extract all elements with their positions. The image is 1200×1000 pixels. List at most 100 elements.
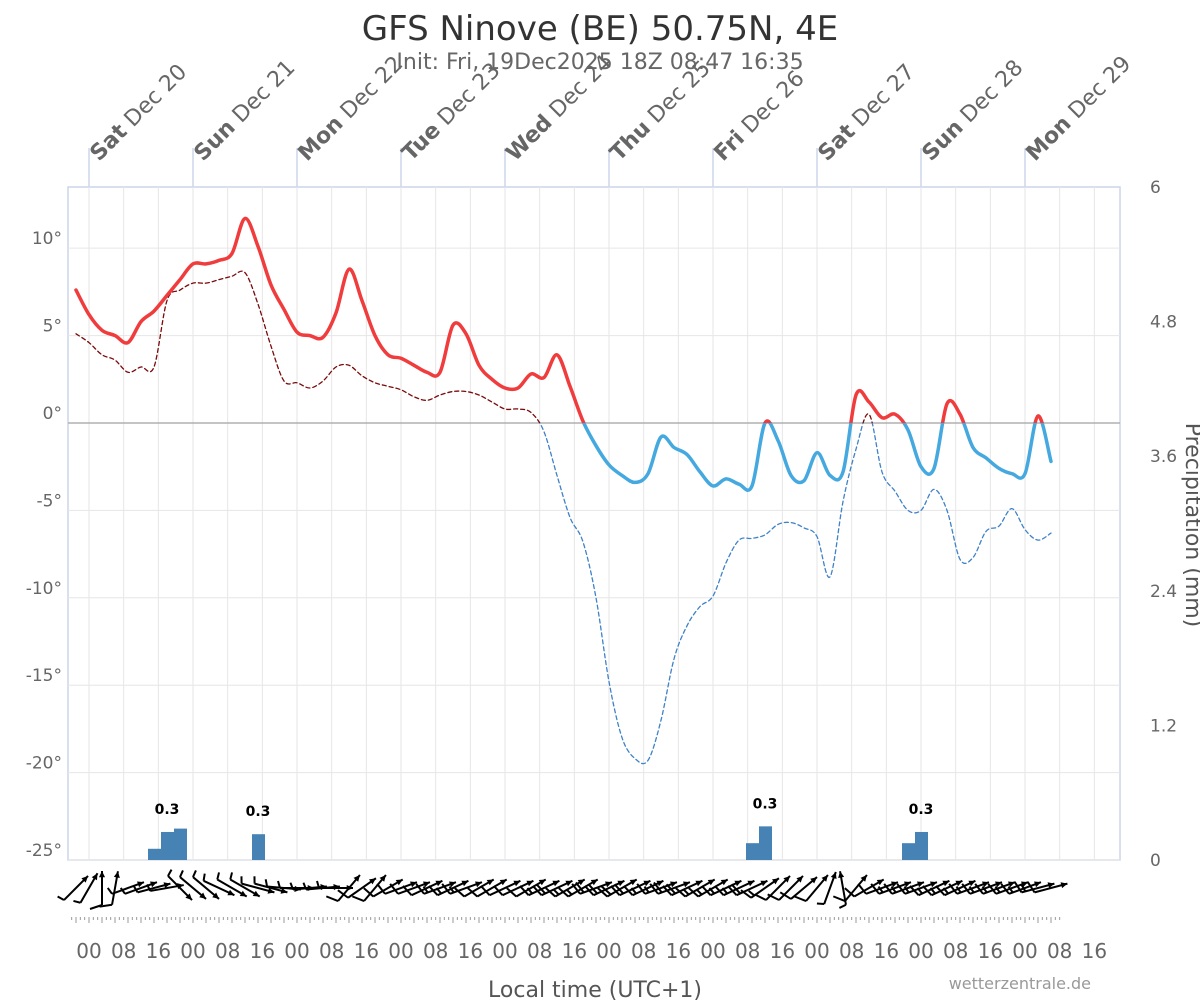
wind-barb-head: [942, 880, 950, 887]
precipitation-bars: 0.3 0.3 0.3 0.3: [148, 796, 933, 860]
wind-barb-head: [838, 871, 845, 878]
y2-tick-label: 0: [1150, 851, 1161, 871]
wind-barb-feather: [896, 883, 906, 895]
x-tick-label: 00: [492, 939, 517, 963]
wind-barb-half-feather: [968, 885, 975, 894]
wind-barb-feather: [441, 883, 451, 895]
wind-barb-head: [353, 874, 360, 882]
wind-barb: [106, 881, 145, 895]
wind-barb-head: [577, 879, 585, 886]
wind-barb-head: [163, 882, 171, 889]
wind-barb-half-feather: [132, 885, 139, 893]
wind-barb-feather: [987, 883, 997, 895]
wind-barb-feather: [415, 883, 425, 895]
wind-barb-feather: [325, 895, 339, 902]
day-label: Sat Dec 27: [814, 60, 921, 167]
wind-barb-half-feather: [643, 885, 650, 894]
wind-barb: [701, 879, 742, 897]
wind-barb-feather: [779, 891, 792, 900]
wind-barb-half-feather: [929, 887, 936, 895]
wind-barb-head: [821, 874, 828, 882]
precip-bar-label: 0.3: [753, 796, 778, 812]
wind-barb: [454, 878, 495, 898]
wind-barb-feather: [701, 885, 712, 896]
x-tick-label: 00: [180, 939, 205, 963]
wind-barb: [415, 881, 457, 895]
wind-barb-head: [643, 880, 651, 887]
wind-barb: [571, 881, 613, 895]
wind-barb: [870, 881, 912, 895]
x-tick-label: 00: [700, 939, 725, 963]
wind-barb-feather: [649, 883, 659, 895]
wind-barb-head: [720, 879, 728, 886]
wind-barb-feather: [428, 885, 439, 896]
wind-barb-feather: [730, 883, 741, 895]
x-tick-label: 16: [770, 939, 795, 963]
x-tick-label: 16: [354, 939, 379, 963]
wind-barb-head: [1034, 881, 1041, 888]
wind-barb: [727, 879, 768, 897]
day-date: Dec 26: [732, 66, 809, 143]
wind-barb-feather: [793, 895, 807, 902]
wind-barb-feather: [493, 885, 504, 896]
x-tick-label: 08: [735, 939, 760, 963]
y2-axis-title: Precipitation (mm): [1180, 423, 1200, 628]
wind-barb-half-feather: [903, 885, 910, 894]
wind-barb-feather: [532, 885, 543, 896]
x-tick-label: 08: [319, 939, 344, 963]
wind-barb-head: [605, 881, 612, 888]
wind-barb-head: [199, 892, 207, 899]
wind-barb-head: [280, 887, 288, 894]
wind-barb: [99, 871, 120, 908]
wind-barb-head: [955, 880, 963, 887]
x-tick-label: 00: [284, 939, 309, 963]
wind-barb-half-feather: [721, 887, 728, 895]
wind-barb-head: [617, 880, 625, 887]
wind-barb-head: [369, 878, 376, 885]
wind-barb-half-feather: [302, 882, 307, 890]
x-tick-label: 08: [423, 939, 448, 963]
wind-barb: [545, 878, 586, 898]
day-date: Dec 28: [951, 55, 1028, 132]
wind-barb-feather: [844, 887, 855, 898]
wind-barb-feather: [389, 883, 399, 895]
x-tick-label: 00: [76, 939, 101, 963]
precip-bar: [759, 826, 772, 860]
wind-barb-head: [995, 881, 1002, 888]
wind-barb-head: [968, 880, 976, 887]
day-date: Dec 27: [843, 60, 920, 137]
wind-barb-feather: [832, 895, 846, 902]
wind-barb: [1013, 881, 1055, 894]
wind-barb-head: [475, 881, 482, 888]
day-label: Sun Dec 21: [190, 55, 301, 166]
wind-barb: [675, 878, 716, 898]
wind-barb-half-feather: [748, 890, 755, 897]
x-axis-title: Local time (UTC+1): [488, 978, 702, 1000]
y2-tick-label: 2.4: [1150, 582, 1177, 602]
y2-tick-label: 6: [1150, 178, 1161, 198]
wind-barb: [610, 879, 651, 897]
temperature-line-above-zero: [74, 216, 1044, 423]
wind-barb: [493, 879, 534, 897]
wind-barb-feather: [480, 885, 491, 896]
wind-barb-head: [552, 880, 560, 887]
dewpoint-line-above-zero: [75, 270, 873, 423]
precip-bar: [902, 843, 915, 860]
wind-barb-half-feather: [448, 885, 455, 894]
wind-barb: [325, 874, 361, 902]
x-tick-label: 08: [111, 939, 136, 963]
wind-barb-head: [379, 874, 386, 882]
x-tick-label: 08: [1047, 939, 1072, 963]
wind-barb-head: [891, 881, 898, 888]
grid: [67, 186, 1121, 861]
y-tick-label: -25°: [26, 841, 62, 861]
wind-barb: [935, 879, 976, 897]
wind-barb-feather: [610, 885, 621, 896]
wind-barb-head: [930, 881, 937, 888]
x-tick-label: 00: [804, 939, 829, 963]
precip-bar-label: 0.3: [155, 802, 180, 818]
wind-barb-head: [423, 881, 430, 888]
x-tick-label: 08: [215, 939, 240, 963]
wind-barb-half-feather: [73, 899, 81, 904]
